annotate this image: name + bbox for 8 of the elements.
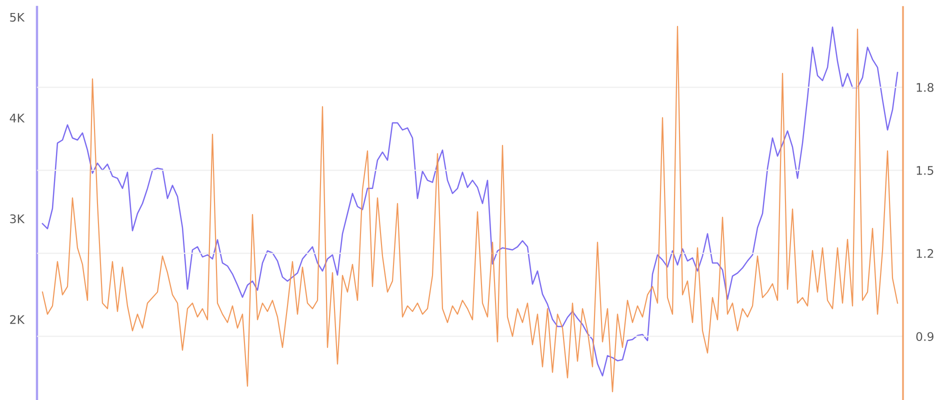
y2-tick-label: 1.5 bbox=[916, 166, 934, 175]
y2-tick-label: 0.9 bbox=[916, 332, 934, 341]
y-tick-label: 4K bbox=[10, 114, 25, 122]
y2-tick-label: 1.2 bbox=[916, 249, 934, 258]
y-tick-label: 3K bbox=[10, 214, 25, 224]
y2-tick-label: 1.8 bbox=[916, 82, 934, 92]
y-tick-label: 5K bbox=[10, 12, 25, 22]
y-tick-label: 2K bbox=[10, 315, 25, 324]
